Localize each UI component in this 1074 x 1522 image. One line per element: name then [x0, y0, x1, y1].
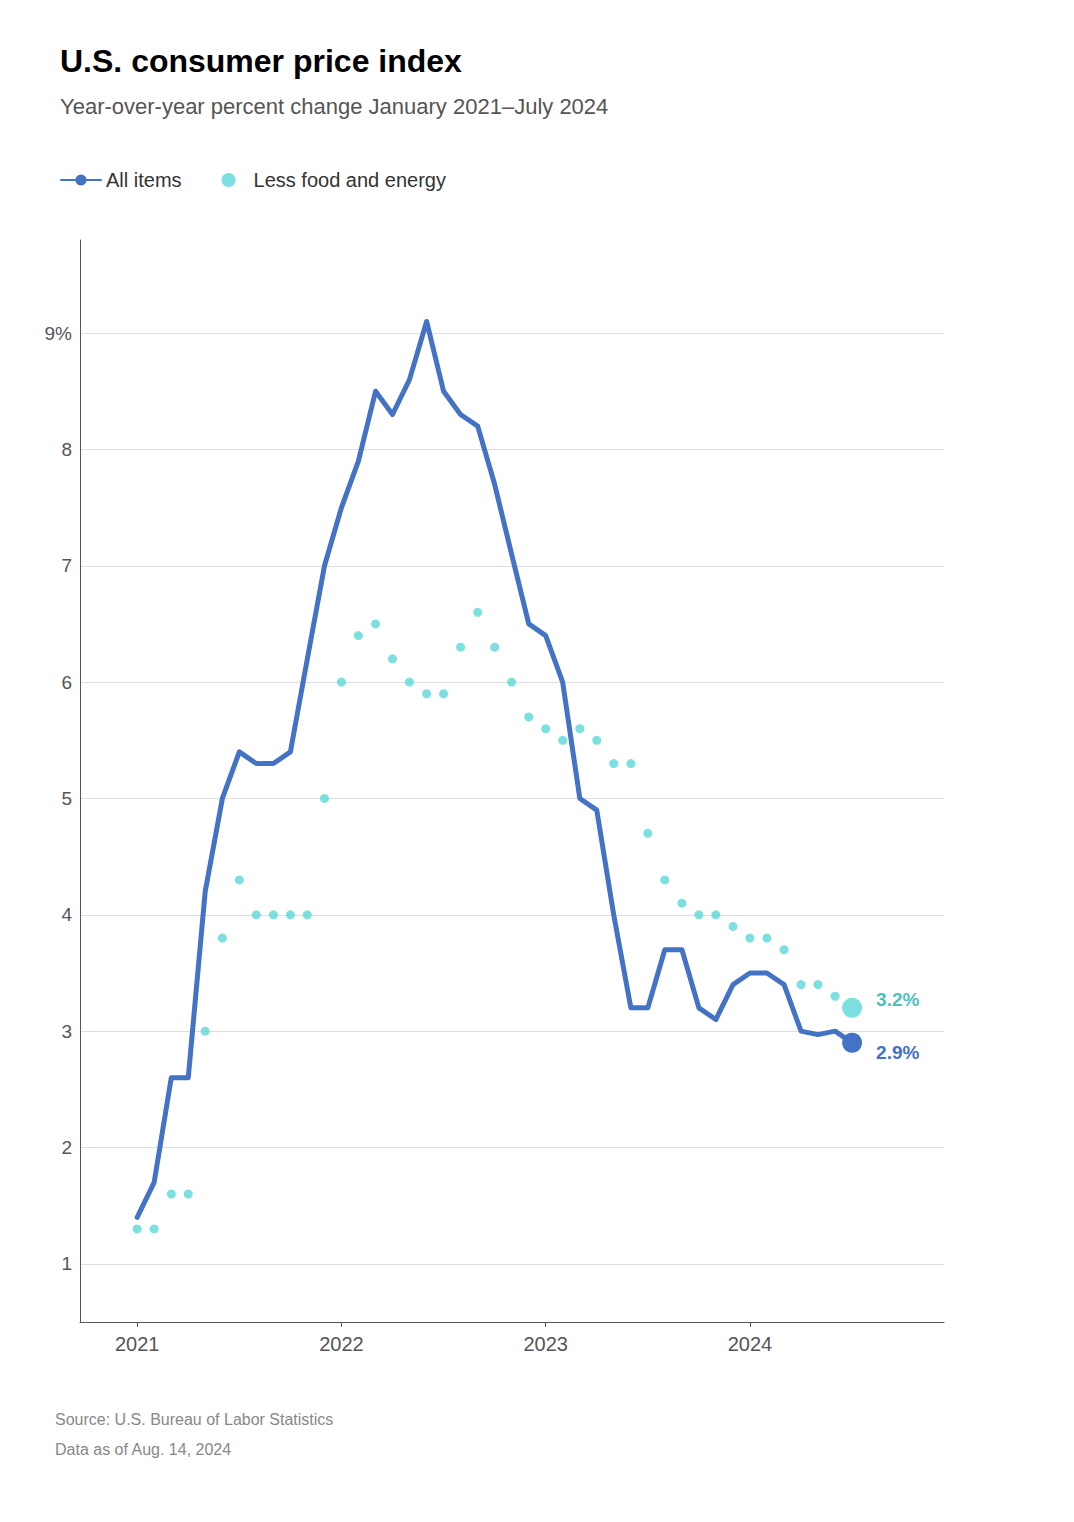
svg-text:3: 3 [61, 1021, 72, 1042]
svg-text:6: 6 [61, 672, 72, 693]
svg-text:7: 7 [61, 555, 72, 576]
svg-text:Source: U.S. Bureau of Labor S: Source: U.S. Bureau of Labor Statistics [55, 1411, 333, 1428]
svg-text:2022: 2022 [319, 1333, 364, 1355]
svg-text:2023: 2023 [523, 1333, 568, 1355]
svg-text:1: 1 [61, 1253, 72, 1274]
svg-text:3.2%: 3.2% [876, 989, 919, 1010]
svg-text:2: 2 [61, 1137, 72, 1158]
svg-text:4: 4 [61, 904, 72, 925]
svg-text:U.S. consumer price index: U.S. consumer price index [60, 43, 462, 79]
svg-text:9%: 9% [45, 323, 73, 344]
svg-text:2.9%: 2.9% [876, 1042, 919, 1063]
svg-text:All items: All items [106, 169, 182, 191]
svg-text:8: 8 [61, 439, 72, 460]
svg-text:Less food and energy: Less food and energy [254, 169, 446, 191]
svg-text:2021: 2021 [115, 1333, 160, 1355]
svg-text:Year-over-year percent change: Year-over-year percent change January 20… [60, 94, 608, 119]
svg-text:5: 5 [61, 788, 72, 809]
svg-text:2024: 2024 [728, 1333, 773, 1355]
svg-text:Data as of Aug. 14, 2024: Data as of Aug. 14, 2024 [55, 1441, 231, 1458]
